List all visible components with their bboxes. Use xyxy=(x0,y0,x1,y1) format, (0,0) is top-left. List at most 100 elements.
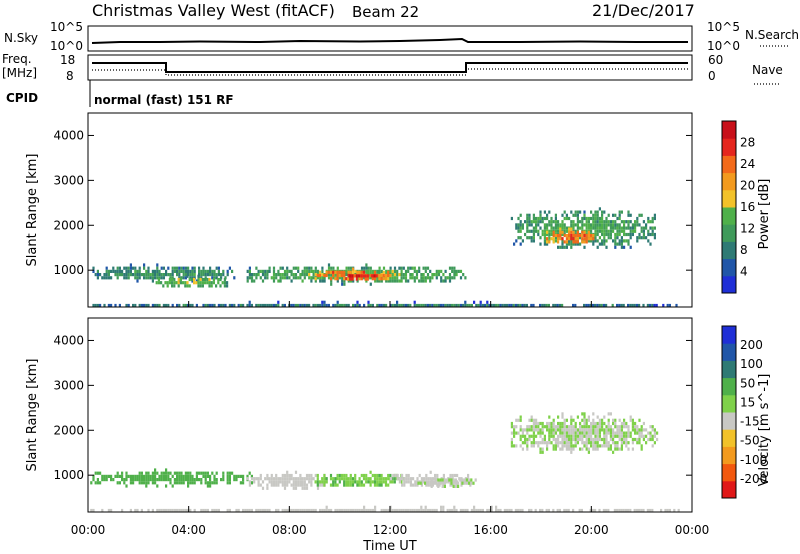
echo-cell-5 xyxy=(636,223,639,227)
echo-cell-7 xyxy=(371,303,374,308)
echo-cell-3 xyxy=(332,270,335,274)
echo-cell-5 xyxy=(583,213,586,217)
echo-cell-5 xyxy=(535,220,538,224)
echo-cell-5 xyxy=(634,428,637,432)
echo-cell-6 xyxy=(242,508,245,513)
echo-cell-4 xyxy=(468,481,471,485)
echo-cell-2 xyxy=(332,483,335,487)
echo-cell-7 xyxy=(477,303,480,308)
echo-cell-2 xyxy=(382,480,385,484)
echo-cell-5 xyxy=(603,437,606,442)
echo-cell-7 xyxy=(290,303,293,308)
echo-cell-2 xyxy=(275,273,278,277)
echo-cell-5 xyxy=(605,245,608,249)
echo-cell-1 xyxy=(288,473,291,478)
echo-cell-7 xyxy=(517,303,520,308)
echo-cell-6 xyxy=(283,508,286,513)
echo-cell-6 xyxy=(385,508,388,513)
echo-cell-7 xyxy=(325,303,328,308)
echo-cell-2 xyxy=(404,276,408,280)
echo-cell-5 xyxy=(585,226,588,230)
echo-cell-4 xyxy=(461,481,464,485)
echo-cell-1 xyxy=(199,277,202,282)
echo-cell-5 xyxy=(570,434,573,438)
y-tick-label: 4000 xyxy=(53,128,84,142)
echo-cell-5 xyxy=(594,213,597,217)
echo-cell-1 xyxy=(257,477,260,481)
echo-cell-7 xyxy=(222,303,225,308)
echo-cell-6 xyxy=(598,508,601,513)
echo-cell-0 xyxy=(156,266,159,270)
echo-cell-2 xyxy=(393,276,397,280)
echo-cell-2 xyxy=(310,276,313,280)
echo-cell-3 xyxy=(405,477,408,481)
echo-cell-2 xyxy=(261,279,265,283)
echo-cell-2 xyxy=(343,483,346,487)
echo-cell-5 xyxy=(554,447,557,451)
freq-tick-top: 18 xyxy=(60,53,75,67)
echo-cell-5 xyxy=(625,226,628,230)
cpid-label: CPID xyxy=(6,91,38,105)
echo-cell-2 xyxy=(323,483,326,487)
echo-cell-6 xyxy=(409,508,412,513)
velocity-y-axis-label: Slant Range [km] xyxy=(25,359,40,472)
echo-cell-2 xyxy=(385,269,388,273)
echo-cell-6 xyxy=(552,230,555,234)
echo-cell-6 xyxy=(292,508,295,513)
echo-cell-5 xyxy=(594,239,597,243)
echo-cell-5 xyxy=(530,223,533,227)
echo-cell-2 xyxy=(349,266,353,270)
echo-cell-0 xyxy=(138,478,141,482)
echo-cell-1 xyxy=(204,281,207,285)
echo-cell-2 xyxy=(323,480,326,484)
echo-cell-5 xyxy=(528,437,531,442)
echo-cell-5 xyxy=(585,437,588,442)
echo-cell-6 xyxy=(587,233,590,238)
echo-cell-0 xyxy=(116,474,119,478)
echo-cell-3 xyxy=(318,270,322,274)
echo-cell-6 xyxy=(589,508,592,513)
echo-cell-3 xyxy=(405,473,408,478)
echo-cell-5 xyxy=(526,223,529,227)
echo-cell-2 xyxy=(400,273,403,277)
echo-cell-5 xyxy=(519,418,522,422)
echo-cell-3 xyxy=(409,480,412,484)
echo-cell-5 xyxy=(651,220,654,224)
echo-cell-6 xyxy=(578,508,581,513)
echo-cell-4 xyxy=(421,478,424,482)
echo-cell-2 xyxy=(396,273,399,277)
echo-cell-7 xyxy=(442,303,445,308)
echo-cell-5 xyxy=(576,415,579,419)
echo-cell-5 xyxy=(620,210,623,214)
echo-cell-6 xyxy=(422,508,425,513)
echo-cell-5 xyxy=(631,229,634,233)
echo-cell-5 xyxy=(618,213,621,217)
echo-cell-0 xyxy=(92,266,95,270)
echo-cell-4 xyxy=(448,478,451,482)
echo-cell-2 xyxy=(327,263,331,267)
echo-cell-0 xyxy=(222,273,225,277)
echo-cell-2 xyxy=(288,269,291,273)
echo-cell-5 xyxy=(546,441,549,445)
echo-cell-4 xyxy=(470,481,473,485)
echo-cell-2 xyxy=(290,273,293,277)
echo-cell-2 xyxy=(349,473,352,478)
echo-cell-6 xyxy=(473,505,476,509)
echo-cell-2 xyxy=(382,266,386,270)
echo-cell-5 xyxy=(587,223,590,227)
echo-cell-5 xyxy=(554,220,557,224)
colorbar-swatch xyxy=(722,172,736,191)
echo-cell-5 xyxy=(528,213,531,217)
echo-cell-5 xyxy=(576,210,579,214)
echo-cell-0 xyxy=(206,273,209,277)
echo-cell-5 xyxy=(616,216,619,221)
echo-cell-1 xyxy=(286,477,289,481)
echo-cell-0 xyxy=(154,474,157,478)
echo-cell-2 xyxy=(349,480,352,484)
echo-cell-2 xyxy=(411,273,414,277)
echo-cell-0 xyxy=(233,474,236,478)
echo-cell-3 xyxy=(387,270,390,274)
echo-cell-5 xyxy=(631,232,634,237)
echo-cell-2 xyxy=(424,269,427,273)
echo-cell-7 xyxy=(110,303,113,308)
